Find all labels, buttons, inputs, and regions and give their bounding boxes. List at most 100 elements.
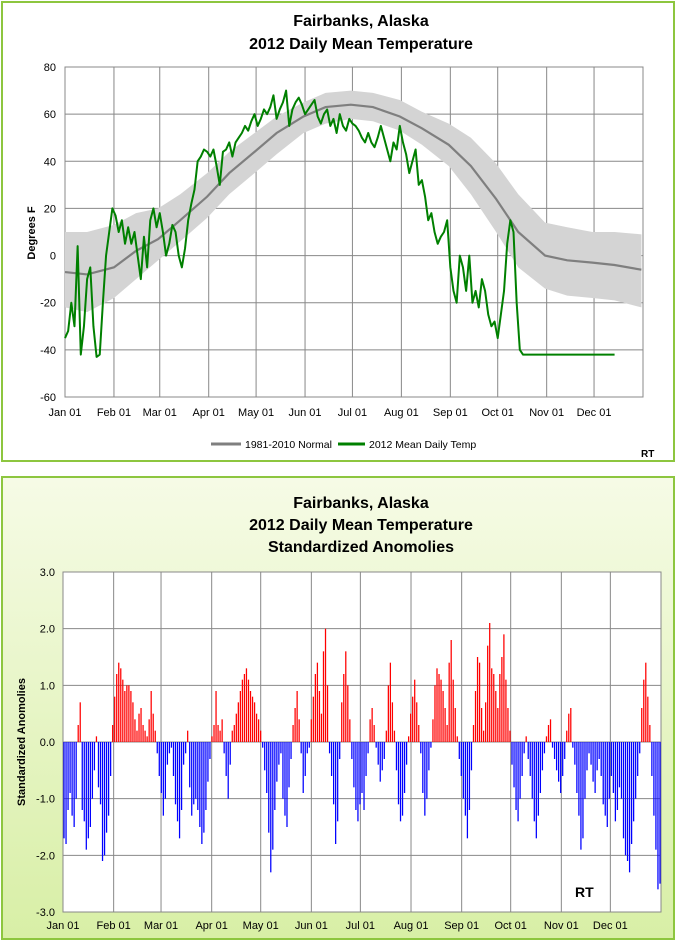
anomaly-bar: [578, 742, 580, 816]
anomaly-bar: [156, 742, 158, 754]
anomaly-bar: [614, 742, 617, 822]
anomaly-bar: [639, 742, 641, 754]
anomaly-bar: [452, 679, 454, 742]
anomaly-bar: [243, 674, 246, 742]
anomaly-bar: [324, 628, 327, 742]
anomaly-bar: [420, 742, 422, 754]
x-tick-label: May 01: [238, 407, 274, 419]
anomaly-bar: [474, 691, 477, 742]
anomaly-bar: [513, 742, 515, 788]
x-tick-label: Dec 01: [593, 920, 628, 932]
x-tick-label: Jan 01: [46, 920, 79, 932]
anomaly-bar: [85, 742, 87, 850]
anomaly-bar: [541, 742, 544, 771]
anomaly-bar: [118, 662, 120, 742]
anomaly-bar: [278, 742, 280, 765]
anomaly-bar: [618, 742, 621, 788]
y-tick-label: -60: [40, 392, 56, 404]
anomaly-bar: [361, 742, 363, 793]
anomaly-bar: [148, 719, 150, 742]
temperature-line-chart: Fairbanks, Alaska 2012 Daily Mean Temper…: [26, 13, 654, 460]
anomaly-bar: [128, 685, 130, 742]
anomaly-bar: [262, 742, 264, 748]
x-tick-label: Jan 01: [48, 407, 81, 419]
anomaly-bar: [369, 719, 371, 742]
anomaly-bar: [120, 668, 122, 742]
x-tick-label: Nov 01: [544, 920, 579, 932]
anomaly-bar: [107, 742, 110, 816]
credit-label: RT: [575, 884, 594, 900]
y-tick-label: 3.0: [40, 567, 55, 579]
anomaly-bar: [144, 730, 146, 742]
anomaly-bar: [114, 696, 116, 742]
y-tick-label: 80: [44, 62, 56, 74]
anomaly-bar: [81, 742, 83, 810]
y-tick-label: 40: [44, 156, 56, 168]
anomaly-bar: [549, 719, 552, 742]
anomaly-bar: [347, 685, 349, 742]
y-tick-label: 1.0: [40, 680, 55, 692]
anomaly-bar: [426, 742, 428, 799]
anomaly-bar: [515, 742, 517, 810]
y-tick-label: 2.0: [40, 624, 55, 636]
anomaly-bar: [551, 742, 554, 748]
anomaly-bar: [626, 742, 629, 861]
anomaly-bar: [405, 742, 408, 765]
anomaly-bar: [367, 742, 369, 754]
anomaly-bar: [298, 719, 300, 742]
anomaly-bar: [637, 742, 639, 776]
x-tick-label: Apr 01: [195, 920, 227, 932]
anomaly-bar: [521, 742, 523, 776]
anomaly-bar: [221, 719, 223, 742]
legend: 1981-2010 Normal 2012 Mean Daily Temp: [211, 439, 476, 451]
anomaly-bar: [235, 713, 237, 742]
anomaly-bar: [630, 742, 633, 844]
x-tick-label: Nov 01: [529, 407, 564, 419]
anomaly-bar: [89, 742, 91, 827]
anomaly-bar: [296, 691, 298, 742]
anomaly-bar: [379, 742, 381, 782]
anomaly-bar: [318, 691, 321, 742]
chart-title: Fairbanks, Alaska: [293, 495, 429, 512]
anomaly-bar: [237, 702, 239, 742]
anomaly-bar: [272, 742, 274, 850]
anomaly-bar: [653, 742, 655, 816]
anomaly-bar: [351, 742, 353, 759]
anomaly-bar: [422, 742, 424, 793]
x-tick-label: May 01: [243, 920, 279, 932]
anomaly-bar: [122, 679, 124, 742]
anomaly-bar: [432, 719, 434, 742]
anomaly-bar: [531, 742, 533, 799]
anomaly-bar: [73, 742, 75, 827]
anomaly-bar: [343, 674, 345, 742]
y-tick-label: -1.0: [36, 794, 55, 806]
anomaly-bar: [645, 662, 647, 742]
anomaly-bar: [154, 730, 156, 742]
anomaly-bar: [75, 742, 77, 799]
anomaly-bar: [371, 708, 373, 742]
anomaly-bar: [562, 742, 564, 776]
anomaly-bar: [527, 742, 529, 759]
anomaly-bar: [292, 725, 294, 742]
anomaly-bar: [511, 742, 513, 765]
anomaly-bar: [233, 725, 235, 742]
y-tick-label: 20: [44, 203, 56, 215]
anomaly-bar: [489, 623, 491, 742]
anomaly-bar: [568, 713, 570, 742]
anomaly-bar: [436, 668, 438, 742]
anomaly-bar: [302, 742, 304, 793]
y-tick-label: -3.0: [36, 907, 55, 919]
anomaly-bar: [657, 742, 659, 890]
x-tick-label: Oct 01: [482, 407, 514, 419]
anomaly-bar: [229, 742, 231, 765]
anomaly-bar: [99, 742, 102, 805]
anomaly-bar: [446, 725, 448, 742]
anomaly-bar-chart-panel: Fairbanks, Alaska 2012 Daily Mean Temper…: [1, 476, 675, 940]
anomaly-bar: [365, 742, 367, 776]
anomaly-bar: [268, 742, 270, 833]
anomaly-bar: [251, 696, 254, 742]
anomaly-bar: [105, 742, 108, 833]
anomaly-bar: [391, 702, 394, 742]
anomaly-bar: [286, 742, 288, 827]
anomaly-bar: [410, 713, 412, 742]
